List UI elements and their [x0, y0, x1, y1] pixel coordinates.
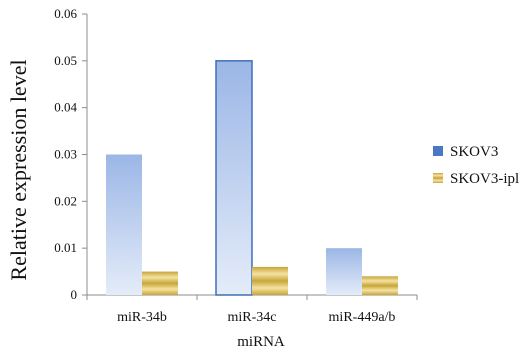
x-axis-title: miRNA — [237, 334, 285, 350]
y-axis-title: Relative expression level — [6, 59, 31, 280]
category-label: miR-34b — [117, 310, 167, 325]
legend-label-skov3-ipl: SKOV3-ipl — [450, 171, 519, 187]
bar-skov3-ipl — [142, 271, 178, 295]
y-axis: 0 0.01 0.02 0.03 0.04 0.05 0.06 — [54, 6, 88, 302]
bar-skov3 — [215, 60, 253, 296]
legend-swatch-skov3-ipl — [433, 173, 443, 183]
bar-skov3-ipl — [252, 266, 288, 295]
legend-swatch-skov3 — [433, 146, 443, 156]
legend: SKOV3 SKOV3-ipl — [433, 144, 519, 187]
bar-skov3-ipl — [362, 276, 398, 295]
bar-skov3 — [106, 154, 142, 295]
y-tick-label: 0.05 — [54, 53, 77, 68]
y-tick-label: 0.02 — [54, 193, 77, 208]
category-label: miR-34c — [228, 310, 277, 325]
bars-group — [106, 60, 398, 296]
y-tick-label: 0 — [71, 287, 78, 302]
bar-skov3 — [326, 248, 362, 295]
y-tick-label: 0.04 — [54, 100, 77, 115]
y-tick-label: 0.01 — [54, 240, 77, 255]
y-tick-label: 0.06 — [54, 6, 77, 21]
y-tick-label: 0.03 — [54, 147, 77, 162]
category-label: miR-449a/b — [329, 310, 396, 325]
category-labels: miR-34b miR-34c miR-449a/b — [117, 310, 395, 325]
legend-label-skov3: SKOV3 — [450, 144, 498, 160]
